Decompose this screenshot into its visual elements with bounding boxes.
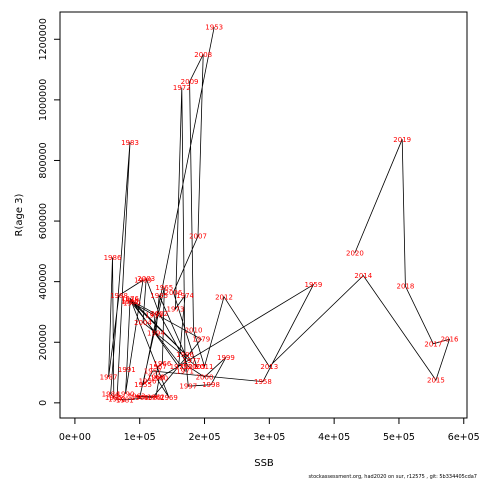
point-label-1963: 1963 (128, 393, 146, 401)
point-label-1955: 1955 (134, 381, 152, 389)
point-label-1978: 1978 (121, 296, 139, 304)
y-tick-label: 1000000 (38, 79, 49, 121)
footer-note: stockassessment.org, had2020 on sur, r12… (309, 474, 477, 480)
point-label-1960: 1960 (150, 375, 168, 383)
point-label-2016: 2016 (441, 336, 459, 344)
x-axis: 0e+00 1e+05 2e+05 3e+05 4e+05 5e+05 6e+05 (59, 417, 480, 443)
x-tick-label: 3e+05 (253, 432, 285, 443)
point-label-1966: 1966 (153, 360, 171, 368)
point-label-1971: 1971 (176, 368, 194, 376)
point-label-1958: 1958 (254, 378, 272, 386)
y-tick-label: 600000 (38, 203, 49, 239)
point-label-2020: 2020 (346, 249, 364, 257)
point-label-1983: 1983 (121, 139, 139, 147)
point-label-1991: 1991 (118, 366, 136, 374)
point-label-2010: 2010 (185, 327, 203, 335)
point-label-1986: 1986 (104, 254, 122, 262)
point-label-2009: 2009 (181, 78, 199, 86)
point-label-2019: 2019 (393, 136, 411, 144)
point-label-2004: 2004 (134, 319, 152, 327)
point-label-1997: 1997 (179, 383, 197, 391)
point-label-2001: 2001 (179, 363, 197, 371)
point-label-1953: 1953 (205, 24, 223, 32)
point-label-1994: 1994 (147, 330, 165, 338)
y-tick-label: 800000 (38, 142, 49, 178)
point-label-2002: 2002 (150, 310, 168, 318)
point-label-1962: 1962 (147, 393, 165, 401)
point-label-1990: 1990 (117, 390, 135, 398)
point-label-1975: 1975 (170, 363, 188, 371)
point-label-2018: 2018 (396, 283, 414, 291)
point-label-1981: 1981 (116, 396, 134, 404)
point-label-2015: 2015 (427, 377, 445, 385)
point-label-1996: 1996 (176, 351, 194, 359)
point-label-2014: 2014 (354, 272, 372, 280)
point-label-1977: 1977 (183, 357, 201, 365)
y-axis-label: R(age 3) (14, 193, 25, 236)
point-label-1989: 1989 (134, 277, 152, 285)
point-label-1969: 1969 (160, 394, 178, 402)
point-label-1970: 1970 (123, 299, 141, 307)
point-label-1968: 1968 (147, 374, 165, 382)
x-tick-label: 4e+05 (318, 432, 350, 443)
point-label-1964: 1964 (131, 394, 149, 402)
x-tick-label: 0e+00 (59, 432, 91, 443)
point-label-2006: 2006 (164, 289, 182, 297)
point-label-1976: 1976 (121, 295, 139, 303)
point-label-1987: 1987 (100, 374, 118, 382)
point-label-1974: 1974 (176, 292, 194, 300)
point-label-2008: 2008 (194, 51, 212, 59)
point-label-1967: 1967 (149, 363, 167, 371)
y-tick-label: 400000 (38, 264, 49, 300)
y-axis: 0 200000 400000 600000 800000 1000000 1200000 (38, 18, 61, 406)
point-label-1965: 1965 (155, 284, 173, 292)
x-tick-label: 6e+05 (448, 432, 480, 443)
point-label-2003: 2003 (137, 275, 155, 283)
point-label-2005: 2005 (188, 363, 206, 371)
point-label-1988: 1988 (110, 292, 128, 300)
point-label-2011: 2011 (196, 363, 214, 371)
point-label-1984: 1984 (102, 390, 120, 398)
x-tick-label: 1e+05 (124, 432, 156, 443)
series-polyline (108, 27, 451, 401)
point-label-1992: 1992 (121, 298, 139, 306)
point-label-1959: 1959 (304, 281, 322, 289)
y-tick-label: 1200000 (38, 18, 49, 60)
point-label-1998: 1998 (202, 381, 220, 389)
point-label-1985: 1985 (105, 394, 123, 402)
point-label-1980: 1980 (144, 394, 162, 402)
data-path (108, 27, 451, 401)
x-tick-label: 2e+05 (189, 432, 221, 443)
y-tick-label: 200000 (38, 324, 49, 360)
point-label-1982: 1982 (108, 396, 126, 404)
x-tick-label: 5e+05 (383, 432, 415, 443)
point-label-1993: 1993 (145, 312, 163, 320)
point-label-2013: 2013 (260, 363, 278, 371)
point-label-1999: 1999 (217, 354, 235, 362)
point-label-1979: 1979 (192, 336, 210, 344)
point-label-2000: 2000 (196, 374, 214, 382)
point-label-2007: 2007 (189, 233, 207, 241)
point-label-1973: 1973 (166, 305, 184, 313)
point-label-1972: 1972 (173, 84, 191, 92)
point-label-2017: 2017 (424, 340, 442, 348)
x-axis-label: SSB (254, 458, 274, 469)
y-tick-label: 0 (38, 400, 49, 406)
point-label-1956: 1956 (139, 378, 157, 386)
point-label-1995: 1995 (150, 292, 168, 300)
point-label-1957: 1957 (144, 368, 162, 376)
point-label-2012: 2012 (215, 293, 233, 301)
